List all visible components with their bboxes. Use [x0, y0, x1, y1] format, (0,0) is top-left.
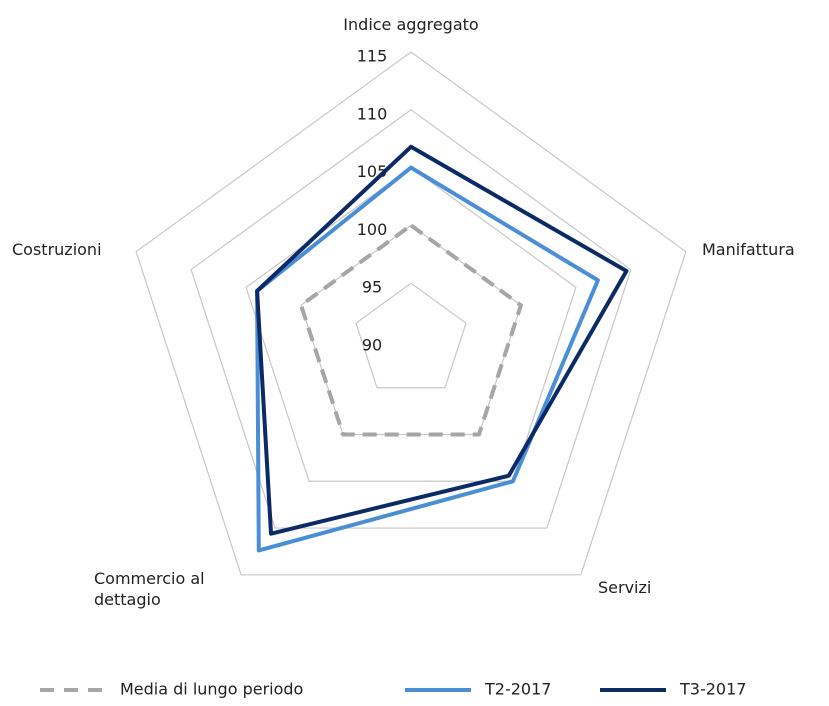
category-label: Manifattura: [702, 240, 795, 259]
r-tick-label: 100: [357, 220, 388, 239]
r-tick-label: 95: [362, 278, 382, 297]
legend-label: Media di lungo periodo: [120, 680, 303, 699]
legend-label: T2-2017: [484, 680, 551, 699]
category-label: Servizi: [598, 578, 652, 597]
category-label: Costruzioni: [12, 240, 102, 259]
grid-ring: [135, 51, 687, 576]
r-tick-label: 110: [357, 104, 388, 123]
grid-ring: [190, 109, 632, 529]
category-label: Indice aggregato: [343, 15, 479, 34]
grid-ring: [355, 282, 467, 389]
r-tick-label: 115: [357, 47, 388, 66]
r-tick-label: 90: [362, 336, 382, 355]
series-line: [299, 223, 523, 437]
legend-label: T3-2017: [679, 680, 746, 699]
grid-ring: [245, 166, 577, 482]
series-line: [255, 165, 600, 553]
category-label: Commercio al dettagio: [94, 569, 205, 609]
series-line: [255, 144, 629, 536]
